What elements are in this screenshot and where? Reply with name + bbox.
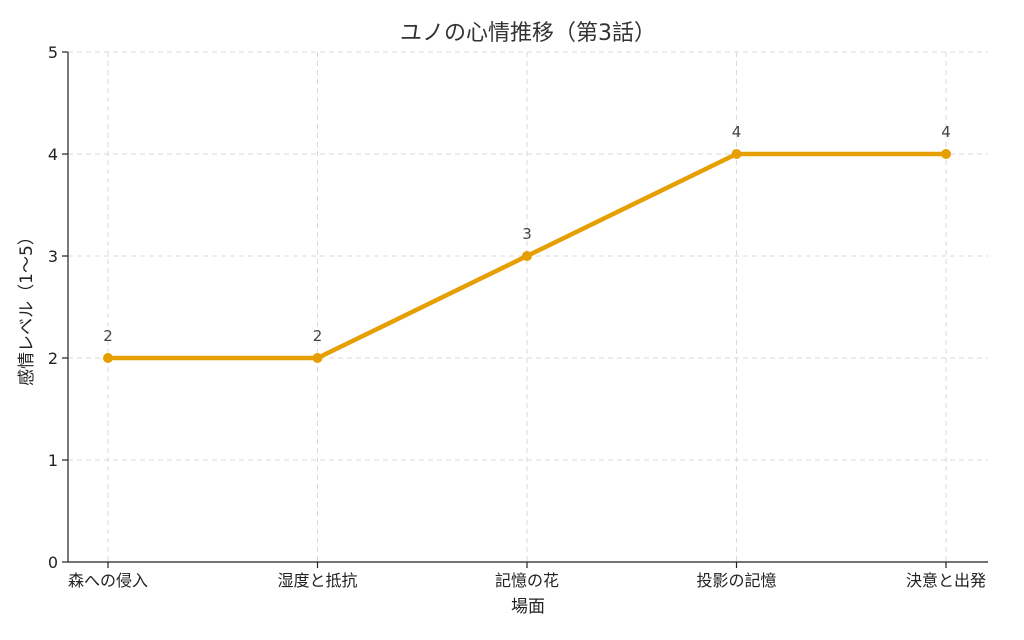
- y-tick-label: 4: [48, 145, 58, 164]
- data-point: [103, 353, 113, 363]
- data-point: [941, 149, 951, 159]
- axes: [67, 52, 988, 563]
- x-tick-label: 湿度と抵抗: [277, 571, 357, 590]
- data-label: 4: [941, 123, 951, 141]
- x-ticks: 森への侵入 湿度と抵抗 記憶の花 投影の記憶 決意と出発: [68, 562, 986, 590]
- data-label: 3: [522, 225, 532, 243]
- data-point: [312, 353, 323, 363]
- y-tick-label: 2: [48, 349, 58, 368]
- x-axis-label: 場面: [511, 597, 545, 617]
- data-labels: 2 2 3 4 4: [103, 123, 951, 345]
- y-tick-label: 3: [48, 247, 58, 266]
- x-tick-label: 決意と出発: [906, 571, 986, 590]
- y-ticks: 0 1 2 3 4 5: [48, 43, 68, 572]
- y-tick-label: 0: [48, 553, 58, 572]
- series: [103, 149, 951, 363]
- data-label: 2: [313, 327, 323, 345]
- grid: [68, 51, 988, 562]
- y-tick-label: 1: [48, 451, 58, 470]
- y-axis-label: 感情レベル（1〜5）: [17, 228, 37, 386]
- x-tick-label: 記憶の花: [495, 571, 559, 590]
- x-tick-label: 森への侵入: [68, 571, 148, 590]
- data-point: [522, 251, 532, 261]
- data-label: 4: [732, 123, 742, 141]
- chart-title: ユノの心情推移（第3話）: [400, 21, 656, 46]
- x-tick-label: 投影の記憶: [696, 571, 776, 590]
- data-point: [731, 149, 742, 159]
- data-label: 2: [103, 327, 113, 345]
- y-tick-label: 5: [48, 43, 58, 62]
